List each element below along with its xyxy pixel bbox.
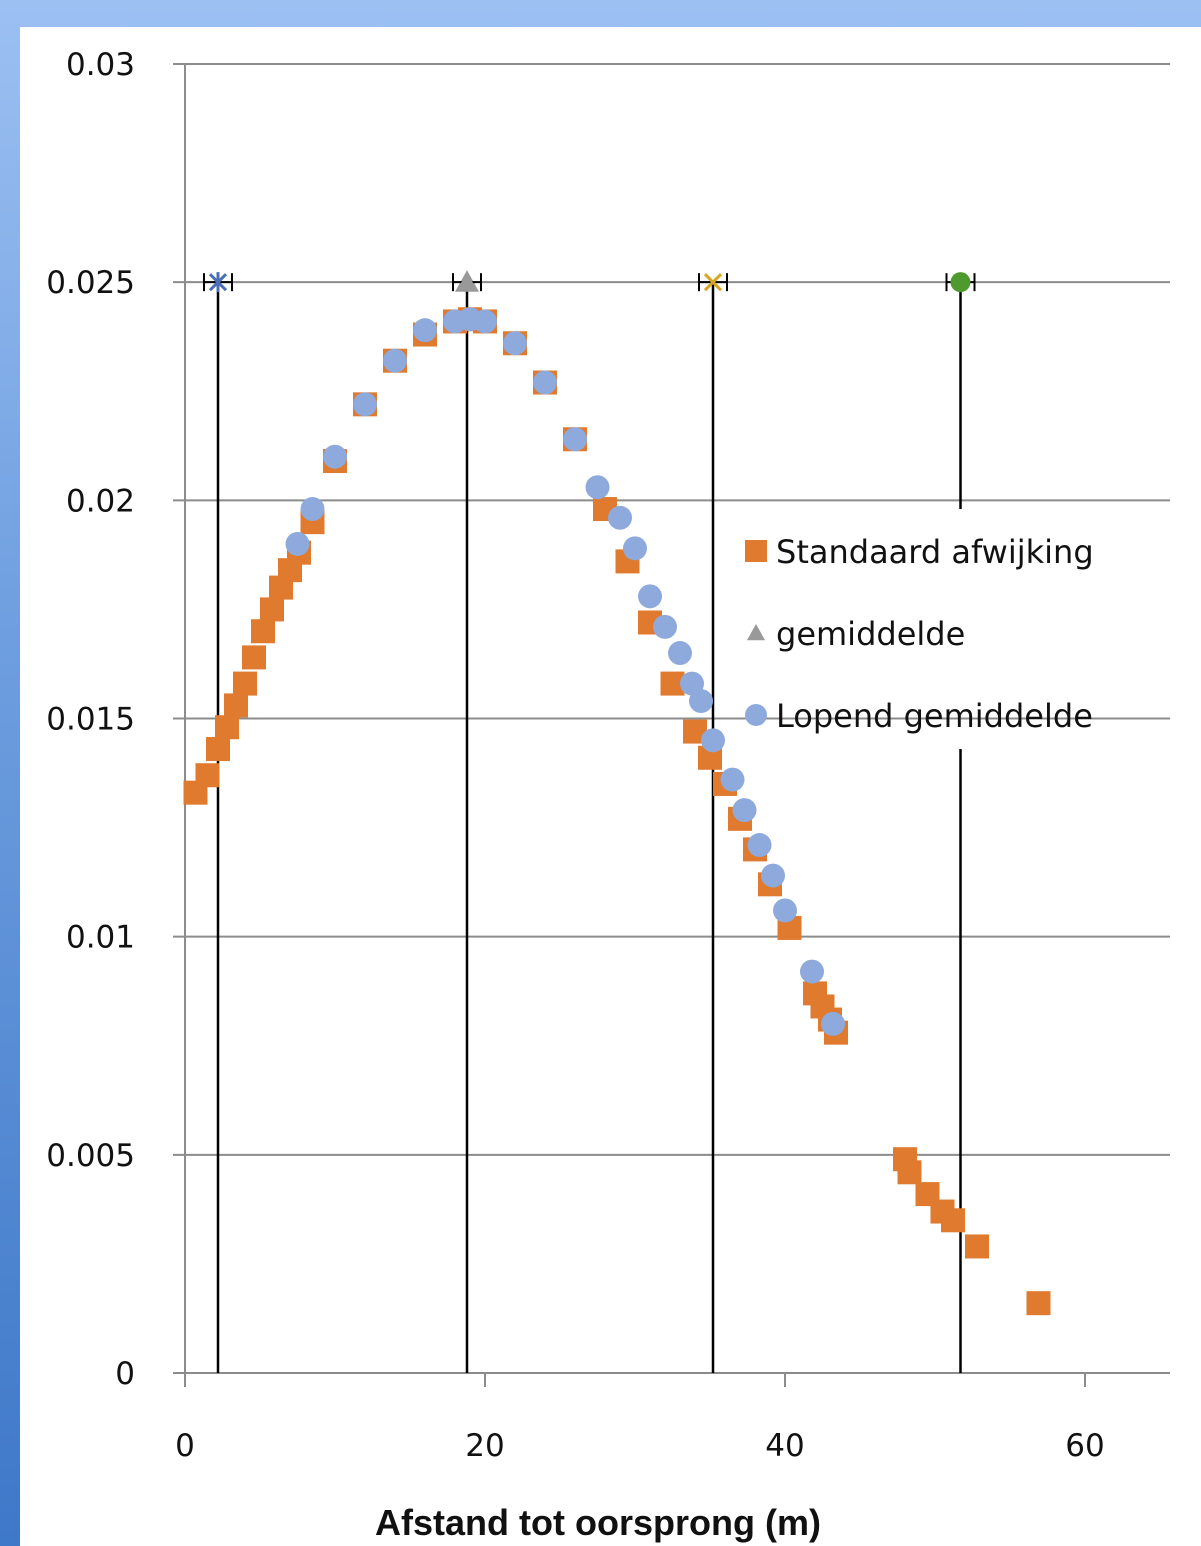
standaard-afwijking-point [251,619,275,644]
standaard-afwijking-point [206,737,230,762]
lopend-gemiddelde-point [668,641,692,666]
legend-label: Lopend gemiddelde [776,697,1093,735]
x-tick-label: 0 [175,1428,195,1464]
lopend-gemiddelde-point [761,863,785,888]
legend-marker [745,704,767,726]
legend: Standaard afwijking gemiddelde Lopend gemi… [745,533,1094,735]
lopend-gemiddelde-point [747,833,772,858]
tick-labels: 0 0.005 0.01 0.015 0.02 0.025 0.03 0 20 40 60 [46,47,1104,1464]
lopend-gemiddelde-point [323,444,347,469]
x-axis-title: Afstand tot oorsprong (m) [375,1502,821,1543]
y-tick-label: 0 [115,1356,135,1392]
standaard-afwijking-point [215,715,239,740]
lopend-gemiddelde-point [701,728,725,753]
standaard-afwijking-point [224,693,248,718]
lopend-gemiddelde-point [608,505,632,530]
y-tick-label: 0.015 [46,702,135,738]
x-tick-label: 40 [765,1428,804,1464]
standaard-afwijking-point [260,597,284,622]
lopend-gemiddelde-point [623,536,647,561]
x-tick-label: 60 [1065,1428,1104,1464]
legend-marker [745,540,767,562]
lopend-gemiddelde-point [353,392,377,417]
scatter-chart: 0 0.005 0.01 0.015 0.02 0.025 0.03 0 20 40 60 Stan… [46,47,1170,1543]
standaard-afwijking-point [1026,1291,1051,1316]
lopend-gemiddelde-point [533,370,557,395]
y-tick-label: 0.03 [66,47,135,83]
standaard-afwijking-point [242,645,266,670]
standaard-afwijking-point [897,1160,922,1185]
grid-lines [173,63,1170,1387]
lopend-gemiddelde-point [638,584,662,609]
y-tick-label: 0.025 [46,265,135,301]
legend-label: gemiddelde [776,615,965,653]
standaard-afwijking-point [195,763,220,788]
lopend-gemiddelde-point [821,1011,845,1036]
chart-panel: 0 0.005 0.01 0.015 0.02 0.025 0.03 0 20 40 60 Stan… [20,27,1201,1546]
lopend-gemiddelde-point [300,497,325,522]
reference-marker [457,272,477,291]
legend-label: Standaard afwijking [776,533,1094,571]
y-tick-label: 0.005 [46,1138,135,1174]
lopend-gemiddelde-point [732,798,757,823]
lopend-gemiddelde-point [383,348,407,373]
lopend-gemiddelde-point [585,475,610,500]
lopend-gemiddelde-point [689,689,713,714]
reference-markers [203,272,976,293]
lopend-gemiddelde-point [653,614,677,639]
y-tick-label: 0.02 [66,483,135,519]
standaard-afwijking-point [233,671,257,696]
lopend-gemiddelde-point [773,898,797,923]
lopend-gemiddelde-point [285,531,310,556]
lopend-gemiddelde-point [563,427,587,452]
lopend-gemiddelde-point [720,767,745,792]
lopend-gemiddelde-point [800,959,824,984]
reference-lines [216,282,962,1373]
lopend-gemiddelde-point [503,331,527,356]
legend-marker [747,624,765,641]
reference-marker [208,272,228,293]
lopend-gemiddelde-point [473,309,497,334]
reference-marker [703,273,723,292]
standaard-afwijking-point [941,1208,965,1233]
reference-marker [950,272,971,293]
lopend-gemiddelde-point [413,318,437,343]
data-series [183,270,1051,1316]
standaard-afwijking-point [965,1234,989,1259]
x-tick-label: 20 [465,1428,504,1464]
y-tick-label: 0.01 [66,920,135,956]
